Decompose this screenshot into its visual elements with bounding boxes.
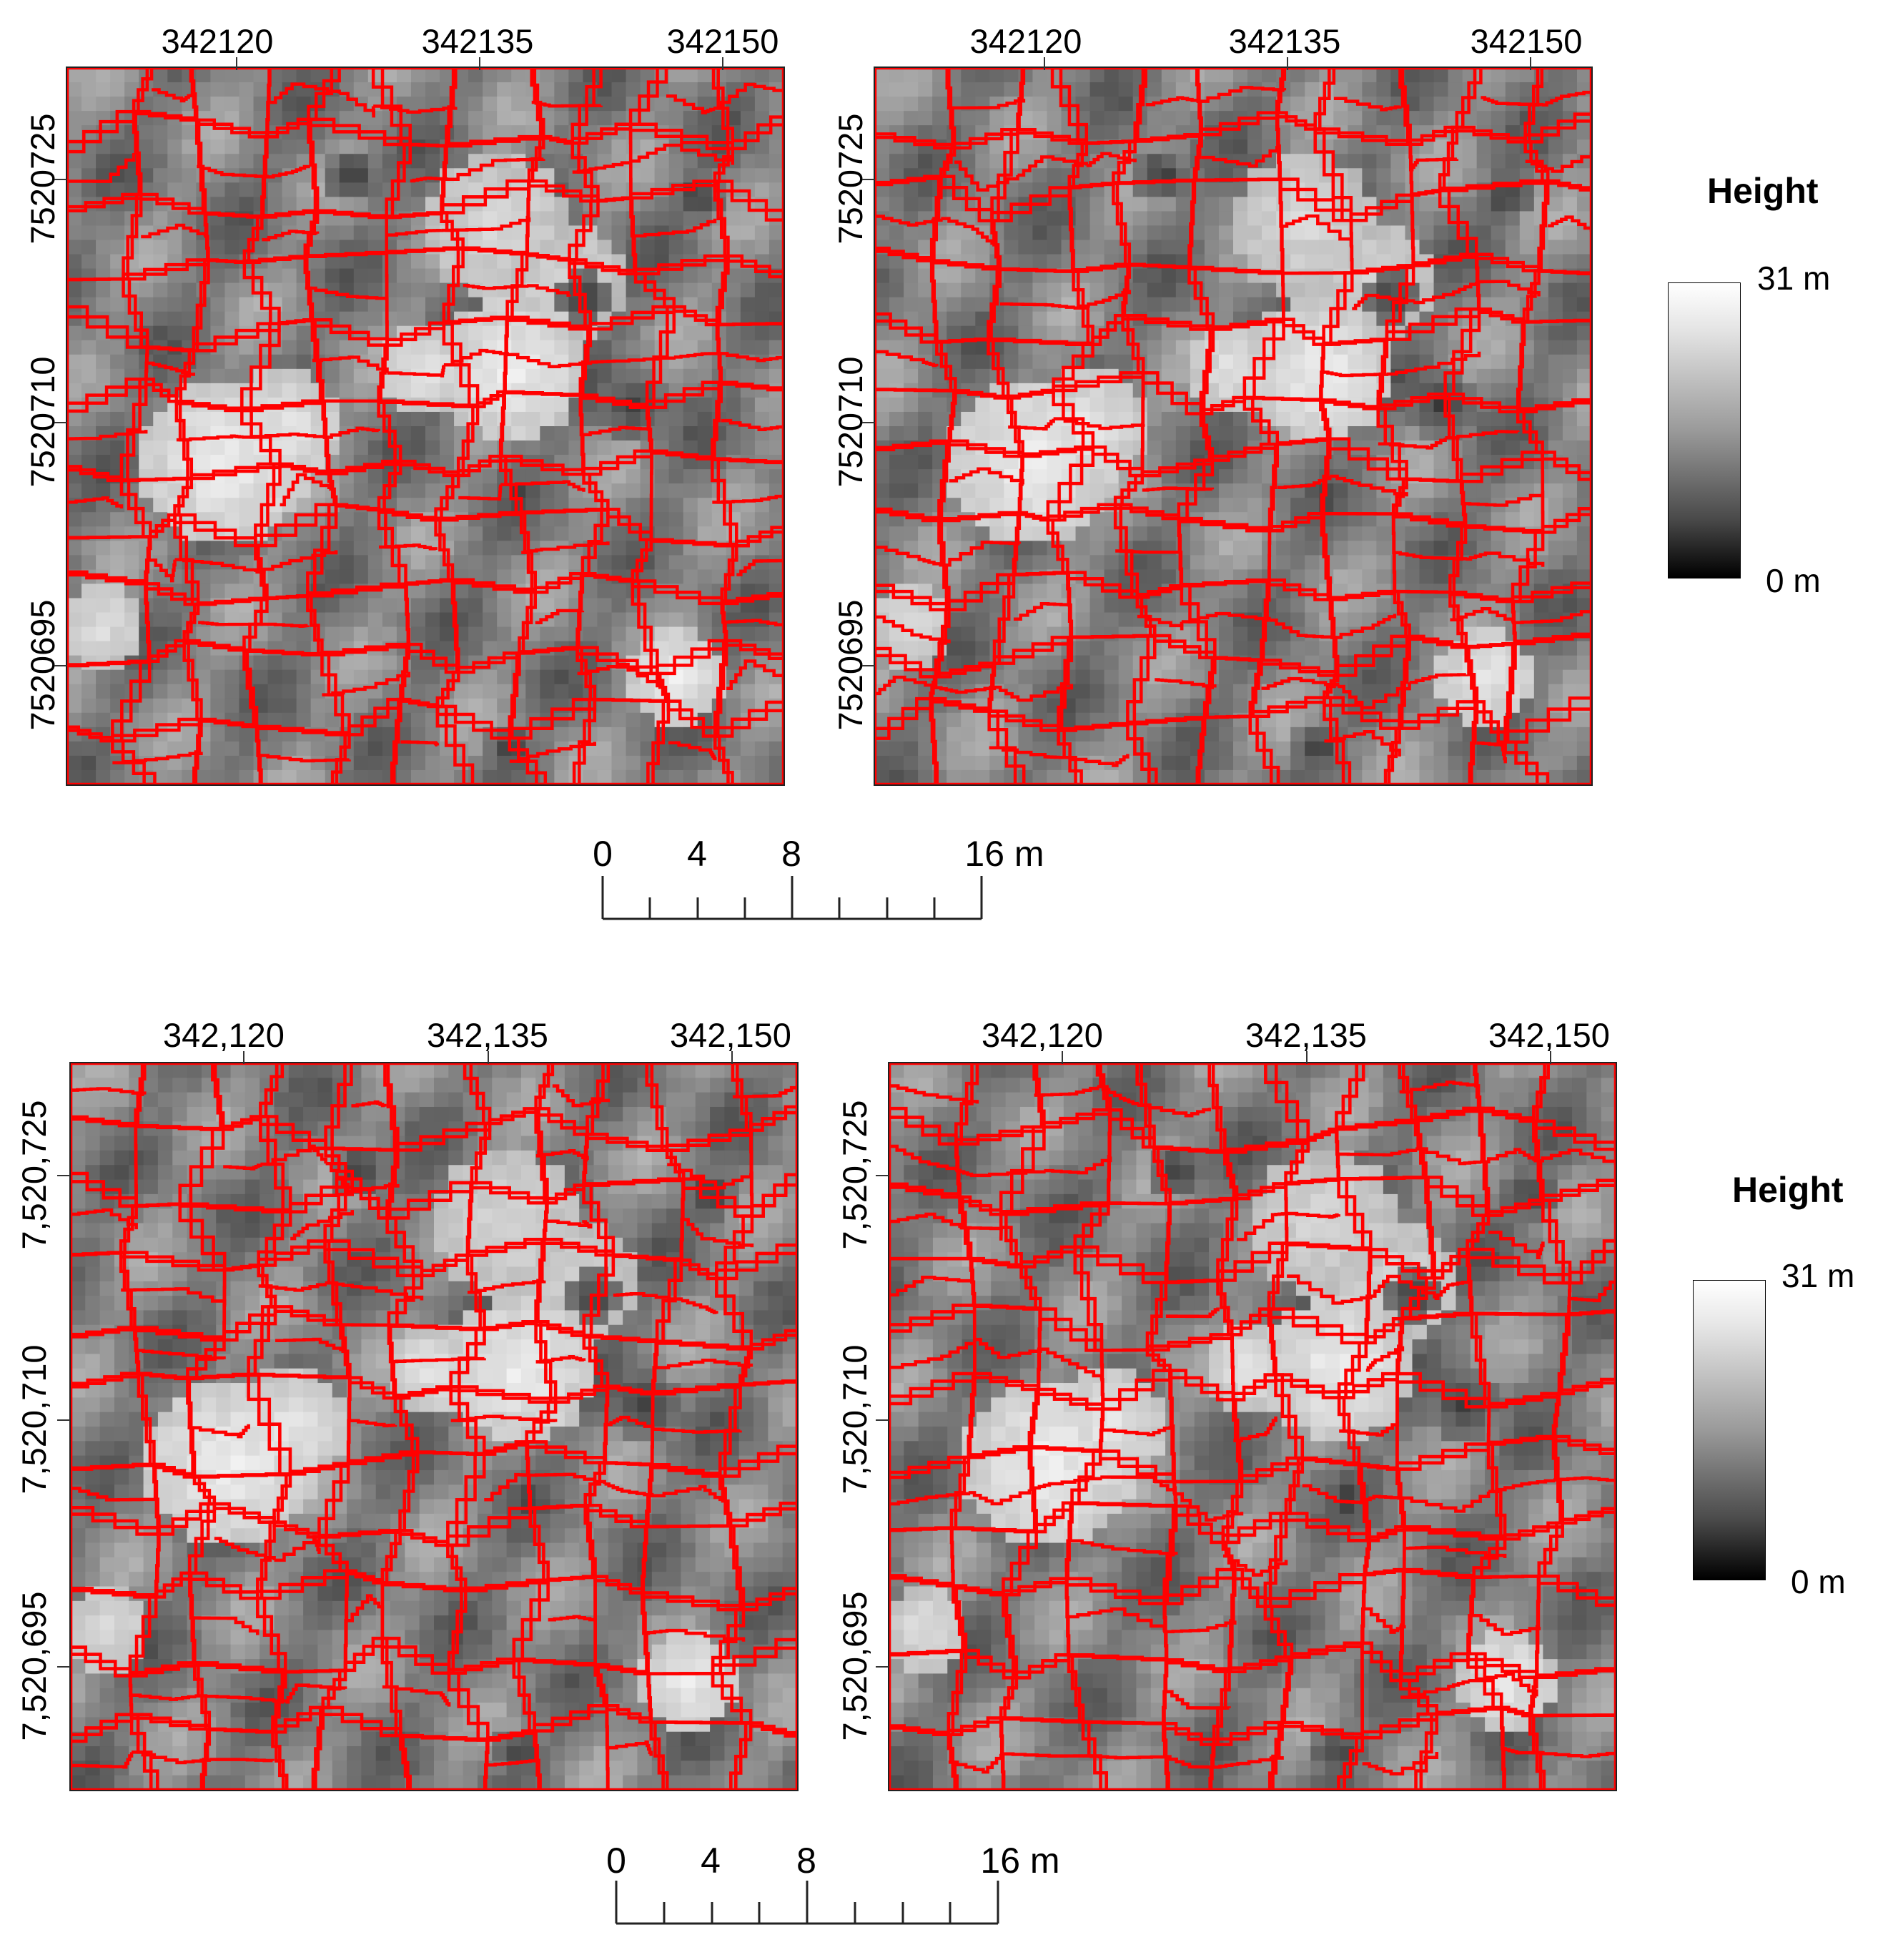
x-tick-mark	[1044, 57, 1045, 70]
x-tick-mark	[1550, 1051, 1551, 1064]
x-tick-label: 342,150	[670, 1016, 791, 1054]
y-tick-mark	[862, 422, 875, 423]
x-tick-label: 342,120	[982, 1016, 1103, 1054]
x-tick-label: 342120	[161, 22, 274, 60]
x-tick-mark	[731, 1051, 733, 1064]
height-color-ramp	[1668, 282, 1741, 578]
map-panel-bottom-right	[888, 1062, 1617, 1791]
scale-label: 8	[781, 834, 801, 874]
canopy-height-map	[71, 1063, 797, 1790]
x-tick-label: 342120	[969, 22, 1082, 60]
x-tick-label: 342150	[1470, 22, 1583, 60]
y-tick-mark	[57, 1419, 70, 1421]
x-tick-label: 342150	[666, 22, 779, 60]
x-tick-mark	[722, 57, 723, 70]
y-tick-mark	[57, 1175, 70, 1176]
scale-label: 4	[687, 834, 707, 874]
y-tick-label: 7,520,695	[15, 1591, 53, 1741]
x-tick-mark	[488, 1051, 489, 1064]
scale-label: 16 m	[964, 834, 1044, 874]
scale-label: 4	[701, 1841, 721, 1881]
y-tick-mark	[862, 179, 875, 180]
y-tick-mark	[876, 1419, 889, 1421]
scale-label: 16 m	[980, 1841, 1060, 1881]
map-panel-top-right	[874, 67, 1593, 786]
scale-bar	[615, 1881, 999, 1925]
x-tick-label: 342,150	[1488, 1016, 1610, 1054]
canopy-height-map	[889, 1063, 1616, 1790]
y-tick-mark	[876, 1175, 889, 1176]
x-tick-label: 342135	[421, 22, 534, 60]
canopy-height-map	[875, 68, 1591, 784]
x-tick-label: 342,135	[1245, 1016, 1367, 1054]
x-tick-mark	[1062, 1051, 1063, 1064]
x-tick-mark	[479, 57, 480, 70]
legend-max-label: 31 m	[1757, 260, 1831, 297]
x-tick-label: 342,120	[163, 1016, 285, 1054]
legend-min-label: 0 m	[1791, 1563, 1846, 1600]
y-tick-mark	[54, 422, 67, 423]
y-tick-label: 7,520,725	[15, 1100, 53, 1250]
canopy-height-map	[67, 68, 784, 784]
y-tick-label: 7,520,710	[836, 1344, 874, 1494]
y-tick-label: 7,520,725	[836, 1100, 874, 1250]
y-tick-mark	[876, 1666, 889, 1668]
y-tick-mark	[54, 179, 67, 180]
height-color-ramp	[1693, 1280, 1766, 1580]
y-tick-mark	[862, 665, 875, 666]
y-tick-mark	[57, 1666, 70, 1668]
legend-min-label: 0 m	[1766, 562, 1821, 599]
x-tick-label: 342,135	[427, 1016, 548, 1054]
x-tick-mark	[1306, 1051, 1308, 1064]
y-tick-mark	[54, 665, 67, 666]
y-tick-label: 7,520,695	[836, 1591, 874, 1741]
x-tick-label: 342135	[1228, 22, 1341, 60]
legend-title: Height	[1707, 171, 1819, 211]
legend-max-label: 31 m	[1781, 1257, 1855, 1294]
scale-label: 0	[606, 1841, 626, 1881]
x-tick-mark	[1287, 57, 1288, 70]
y-tick-label: 7,520,710	[15, 1344, 53, 1494]
x-tick-mark	[243, 1051, 244, 1064]
map-panel-bottom-left	[69, 1062, 799, 1791]
x-tick-mark	[236, 57, 237, 70]
scale-label: 8	[796, 1841, 816, 1881]
scale-label: 0	[593, 834, 613, 874]
legend-title: Height	[1732, 1170, 1844, 1210]
scale-bar	[601, 876, 983, 920]
map-panel-top-left	[66, 67, 785, 786]
x-tick-mark	[1530, 57, 1531, 70]
